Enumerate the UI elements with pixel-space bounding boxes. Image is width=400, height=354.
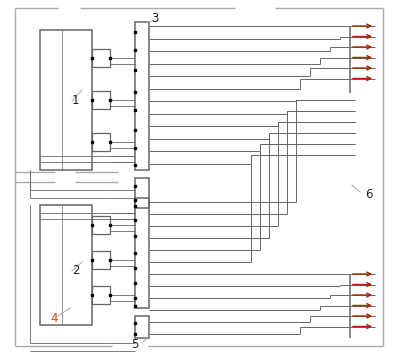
Text: 2: 2 <box>72 263 80 276</box>
Bar <box>92 133 110 151</box>
Text: 4: 4 <box>50 312 58 325</box>
Bar <box>40 205 92 325</box>
Text: 5: 5 <box>131 338 139 352</box>
Bar <box>135 22 149 170</box>
Bar <box>135 178 149 208</box>
Text: 3: 3 <box>151 11 159 24</box>
Bar <box>92 251 110 269</box>
Text: 6: 6 <box>365 188 372 201</box>
Bar <box>92 216 110 234</box>
Text: 1: 1 <box>72 93 80 107</box>
Bar <box>135 198 149 308</box>
Bar <box>135 316 149 338</box>
Bar <box>92 49 110 67</box>
Bar <box>92 286 110 304</box>
Bar <box>92 91 110 109</box>
Bar <box>40 30 92 170</box>
